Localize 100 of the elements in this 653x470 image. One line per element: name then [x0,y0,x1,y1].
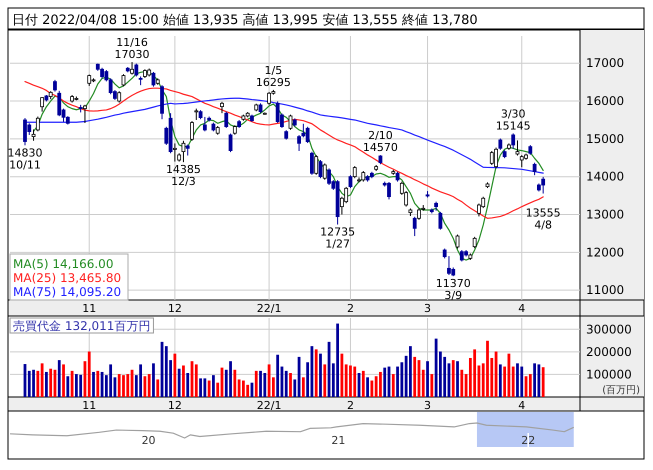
candlestick [310,151,314,176]
candlestick [220,101,224,114]
text: MA(75) 14,095.20 [13,285,122,299]
candlestick [460,250,464,262]
bar [528,374,532,397]
candlestick [87,74,92,86]
bar [542,367,545,397]
bar [383,368,386,397]
candlestick [297,134,301,152]
candlestick [387,181,391,200]
bar [276,354,280,397]
bar [520,366,524,397]
x-tick-label: 11 [82,302,96,315]
bar [186,373,190,397]
candlestick [117,90,122,104]
bar [250,382,254,397]
candlestick [494,147,498,169]
bar [426,361,429,397]
bar [54,370,56,397]
candlestick [276,100,280,124]
candlestick [490,150,494,166]
bar [418,360,420,397]
bar [144,376,146,397]
candlestick [172,142,177,162]
annotation: 3/30 15145 [496,107,531,132]
candlestick [40,96,44,112]
candlestick [322,162,327,180]
bar [298,356,300,397]
chart-title: 売買代金 132,011百万円 [13,319,150,333]
bar [190,361,194,397]
candlestick [456,234,460,250]
bar [109,364,112,397]
x-tick-label: 22/1 [256,302,282,315]
bar [182,365,185,397]
candlestick [53,79,57,92]
x-tick-label: 20 [142,434,156,447]
candlestick [344,186,348,204]
candlestick [186,144,190,156]
bar [314,349,318,397]
bar [537,364,540,397]
x-tick-label: 12 [168,399,182,412]
bar [66,376,70,397]
candlestick [528,144,532,156]
bar [358,373,360,397]
bar [130,370,134,397]
y-tick-label: 300000 [586,322,632,336]
bar [498,364,502,397]
bar [349,365,352,397]
x-tick-label: 2 [346,302,354,315]
candlestick [417,208,421,220]
candlestick [541,176,546,194]
bar [148,374,151,397]
bar [49,368,52,397]
bar [208,380,211,397]
candlestick [152,71,156,88]
candlestick [134,63,138,77]
bar [456,361,459,397]
candlestick [412,216,417,237]
text: MA(5) 14,166.00 [13,257,114,271]
bar [122,375,125,397]
text: MA(25) 13,465.80 [13,271,122,285]
x-tick-label: 3 [424,302,432,315]
y-tick-label: 17000 [586,56,624,70]
x-tick-label: 22 [521,434,536,447]
candlestick [182,140,186,163]
bar [62,364,65,397]
annotation: 11/16 17030 [114,36,150,62]
x-tick-label: 2 [346,399,354,412]
annotation: 12735 1/27 [320,226,356,251]
bar [516,363,519,397]
bar [259,370,262,397]
candlestick [318,160,322,179]
annotation: 2/10 14570 [362,129,398,154]
y-tick-label: 16000 [586,94,624,108]
candlestick [288,114,292,130]
bar [388,366,390,397]
candlestick [36,116,40,132]
bar [199,378,202,397]
candlestick [314,154,318,176]
candlestick [327,168,331,186]
candlestick [498,138,502,150]
candlestick [228,133,232,153]
bar [392,374,395,397]
bar [524,376,528,397]
bar [452,360,455,397]
candlestick [130,62,134,76]
x-tick-label: 12 [168,302,182,315]
bar [40,363,44,397]
candlestick [190,120,194,142]
candlestick [378,154,382,165]
annotation: 11370 3/9 [436,277,471,302]
candlestick [83,104,87,124]
bar [160,342,164,397]
y-tick-label: 15000 [586,132,624,146]
bar [178,368,181,397]
bar [353,366,356,397]
candlestick [198,110,202,120]
candlestick [532,162,537,176]
candlestick [396,171,400,182]
x-tick-label: 3 [424,399,432,412]
